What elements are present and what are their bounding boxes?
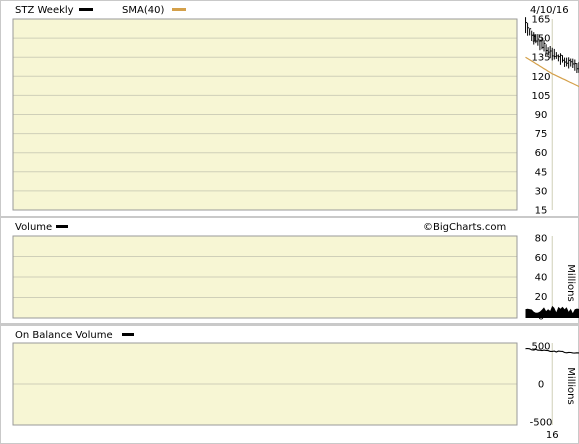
y-tick-label: 20 [535, 292, 548, 303]
y-tick-label: 500 [531, 342, 550, 353]
y-tick-label: 45 [535, 167, 548, 178]
price-grid [12, 18, 553, 211]
y-tick-label: 120 [531, 72, 550, 83]
y-tick-label: 150 [531, 34, 550, 45]
price-y-axis: 15 30 45 60 75 90 105 120 135 150 165 [531, 15, 550, 217]
y-tick-label: 30 [535, 186, 548, 197]
volume-legend-swatch [56, 225, 68, 228]
date-label: 4/10/16 [530, 5, 569, 16]
y-tick-label: 40 [535, 273, 548, 284]
x-tick-label: 16 [546, 430, 559, 441]
volume-grid [12, 235, 553, 319]
volume-unit-label: Millions [565, 264, 576, 301]
y-tick-label: 60 [535, 253, 548, 264]
y-tick-label: 15 [535, 206, 548, 217]
volume-area [525, 305, 579, 318]
y-tick-label: 165 [531, 15, 550, 26]
volume-title: Volume [15, 222, 52, 233]
sma-legend-swatch [172, 8, 186, 11]
watermark: ©BigCharts.com [423, 222, 506, 233]
sma-label: SMA(40) [122, 5, 164, 16]
price-legend-swatch [79, 8, 93, 11]
y-tick-label: 0 [538, 380, 544, 391]
symbol-label: STZ Weekly [15, 5, 74, 16]
x-axis: 1213141516 [546, 430, 559, 441]
y-tick-label: 135 [531, 53, 550, 64]
plot-border [12, 235, 518, 319]
obv-title: On Balance Volume [15, 330, 113, 341]
obv-y-axis: -500 0 500 [530, 342, 553, 429]
plot-border [12, 342, 518, 426]
y-tick-label: 105 [531, 91, 550, 102]
y-tick-label: 75 [535, 129, 548, 140]
y-tick-label: 90 [535, 110, 548, 121]
plot-border [12, 18, 518, 211]
obv-grid [12, 342, 553, 426]
y-tick-label: 80 [535, 234, 548, 245]
y-tick-label: 60 [535, 148, 548, 159]
obv-legend-swatch [122, 333, 134, 336]
obv-unit-label: Millions [565, 367, 576, 404]
y-tick-label: -500 [530, 418, 553, 429]
